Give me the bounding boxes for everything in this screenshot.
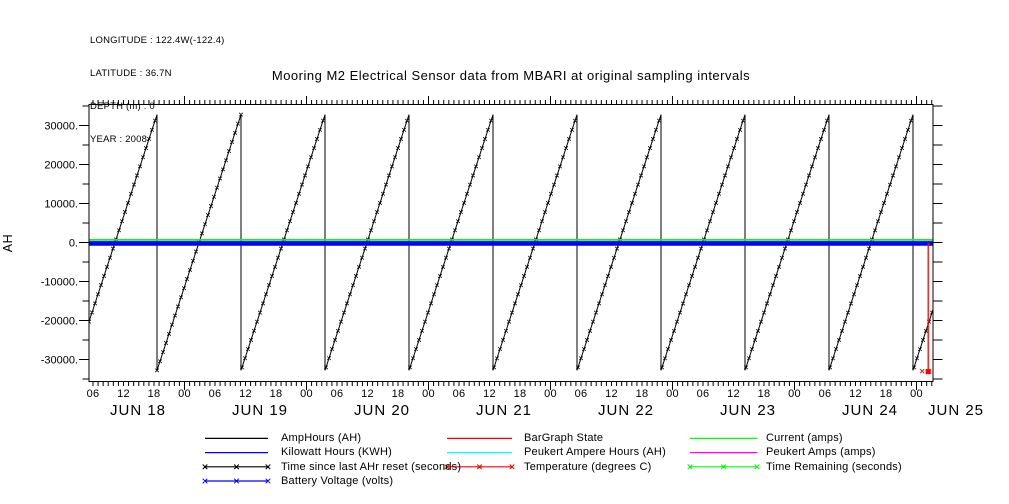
svg-text:12: 12 — [239, 388, 252, 400]
site-info-latitude: LATITUDE : 36.7N — [90, 68, 172, 79]
legend-label-time-since-last-ahr-reset-seconds: Time since last AHr reset (seconds) — [281, 460, 462, 473]
svg-text:06: 06 — [87, 388, 100, 400]
legend-swatch-time-remaining-seconds — [687, 464, 760, 470]
site-info-depth: DEPTH (m) : 0 — [90, 101, 155, 112]
svg-text:12: 12 — [483, 388, 496, 400]
svg-text:06: 06 — [819, 388, 832, 400]
svg-text:18: 18 — [636, 388, 649, 400]
svg-text:00: 00 — [788, 388, 801, 400]
chart-title: Mooring M2 Electrical Sensor data from M… — [271, 68, 751, 83]
svg-text:JUN 19: JUN 19 — [232, 402, 288, 419]
legend-label-current-amps: Current (amps) — [766, 432, 843, 445]
svg-text:06: 06 — [209, 388, 222, 400]
svg-text:00: 00 — [666, 388, 679, 400]
svg-text:12: 12 — [361, 388, 374, 400]
svg-text:18: 18 — [270, 388, 283, 400]
svg-text:30000.: 30000. — [44, 121, 78, 133]
svg-text:18: 18 — [392, 388, 405, 400]
svg-text:18: 18 — [880, 388, 893, 400]
legend-label-temperature-degrees-c: Temperature (degrees C) — [524, 460, 652, 473]
y-axis-ticks: 30000. 20000. 10000. 0. -10000. -20000. -30000… — [41, 105, 943, 380]
svg-text:06: 06 — [453, 388, 466, 400]
svg-text:JUN 25: JUN 25 — [928, 402, 984, 419]
svg-text:JUN 22: JUN 22 — [598, 402, 654, 419]
svg-text:JUN 18: JUN 18 — [110, 402, 166, 419]
svg-text:12: 12 — [117, 388, 130, 400]
svg-text:JUN 23: JUN 23 — [720, 402, 776, 419]
svg-text:-10000.: -10000. — [41, 277, 78, 289]
x-axis-ticks: 06 12 18 00 06 12 18 00 06 12 18 00 06 12 18 00 06 12 18 00… — [87, 96, 984, 419]
svg-text:18: 18 — [514, 388, 527, 400]
svg-text:20000.: 20000. — [44, 160, 78, 172]
legend-label-kilowatt-hours-kwh: Kilowatt Hours (KWH) — [281, 446, 392, 459]
site-info-block: LONGITUDE : 122.4W(-122.4) LATITUDE : 36… — [90, 13, 225, 167]
svg-text:00: 00 — [178, 388, 191, 400]
svg-text:-30000.: -30000. — [41, 355, 78, 367]
svg-text:06: 06 — [575, 388, 588, 400]
svg-text:JUN 24: JUN 24 — [842, 402, 898, 419]
svg-text:00: 00 — [422, 388, 435, 400]
legend-swatches — [202, 437, 760, 484]
site-info-longitude: LONGITUDE : 122.4W(-122.4) — [90, 35, 225, 46]
svg-text:00: 00 — [300, 388, 313, 400]
svg-text:06: 06 — [331, 388, 344, 400]
legend-swatch-time-since-last-ahr-reset-seconds — [202, 464, 271, 470]
legend-label-battery-voltage-volts: Battery Voltage (volts) — [281, 474, 394, 487]
legend-label-bargraph-state: BarGraph State — [524, 432, 604, 445]
site-info-year: YEAR : 2008 — [90, 134, 148, 145]
svg-text:06: 06 — [697, 388, 710, 400]
legend-label-amphours-ah: AmpHours (AH) — [281, 432, 362, 445]
svg-text:12: 12 — [727, 388, 740, 400]
legend-label-peukert-amps-amps: Peukert Amps (amps) — [766, 446, 876, 459]
legend-swatch-battery-voltage-volts — [202, 478, 271, 484]
svg-text:JUN 21: JUN 21 — [476, 402, 532, 419]
legend-label-time-remaining-seconds: Time Remaining (seconds) — [766, 460, 902, 473]
legend-label-peukert-ampere-hours-ah: Peukert Ampere Hours (AH) — [524, 446, 666, 459]
legend-swatch-temperature-degrees-c — [444, 464, 515, 470]
drop-end-marker — [925, 369, 931, 375]
svg-text:-20000.: -20000. — [41, 316, 78, 328]
svg-text:10000.: 10000. — [44, 199, 78, 211]
bargraph-state-line — [919, 242, 931, 375]
svg-text:0.: 0. — [69, 238, 78, 250]
svg-text:12: 12 — [849, 388, 862, 400]
svg-text:00: 00 — [910, 388, 923, 400]
svg-text:18: 18 — [148, 388, 161, 400]
svg-text:12: 12 — [605, 388, 618, 400]
svg-text:18: 18 — [758, 388, 771, 400]
svg-text:JUN 20: JUN 20 — [354, 402, 410, 419]
svg-text:00: 00 — [544, 388, 557, 400]
